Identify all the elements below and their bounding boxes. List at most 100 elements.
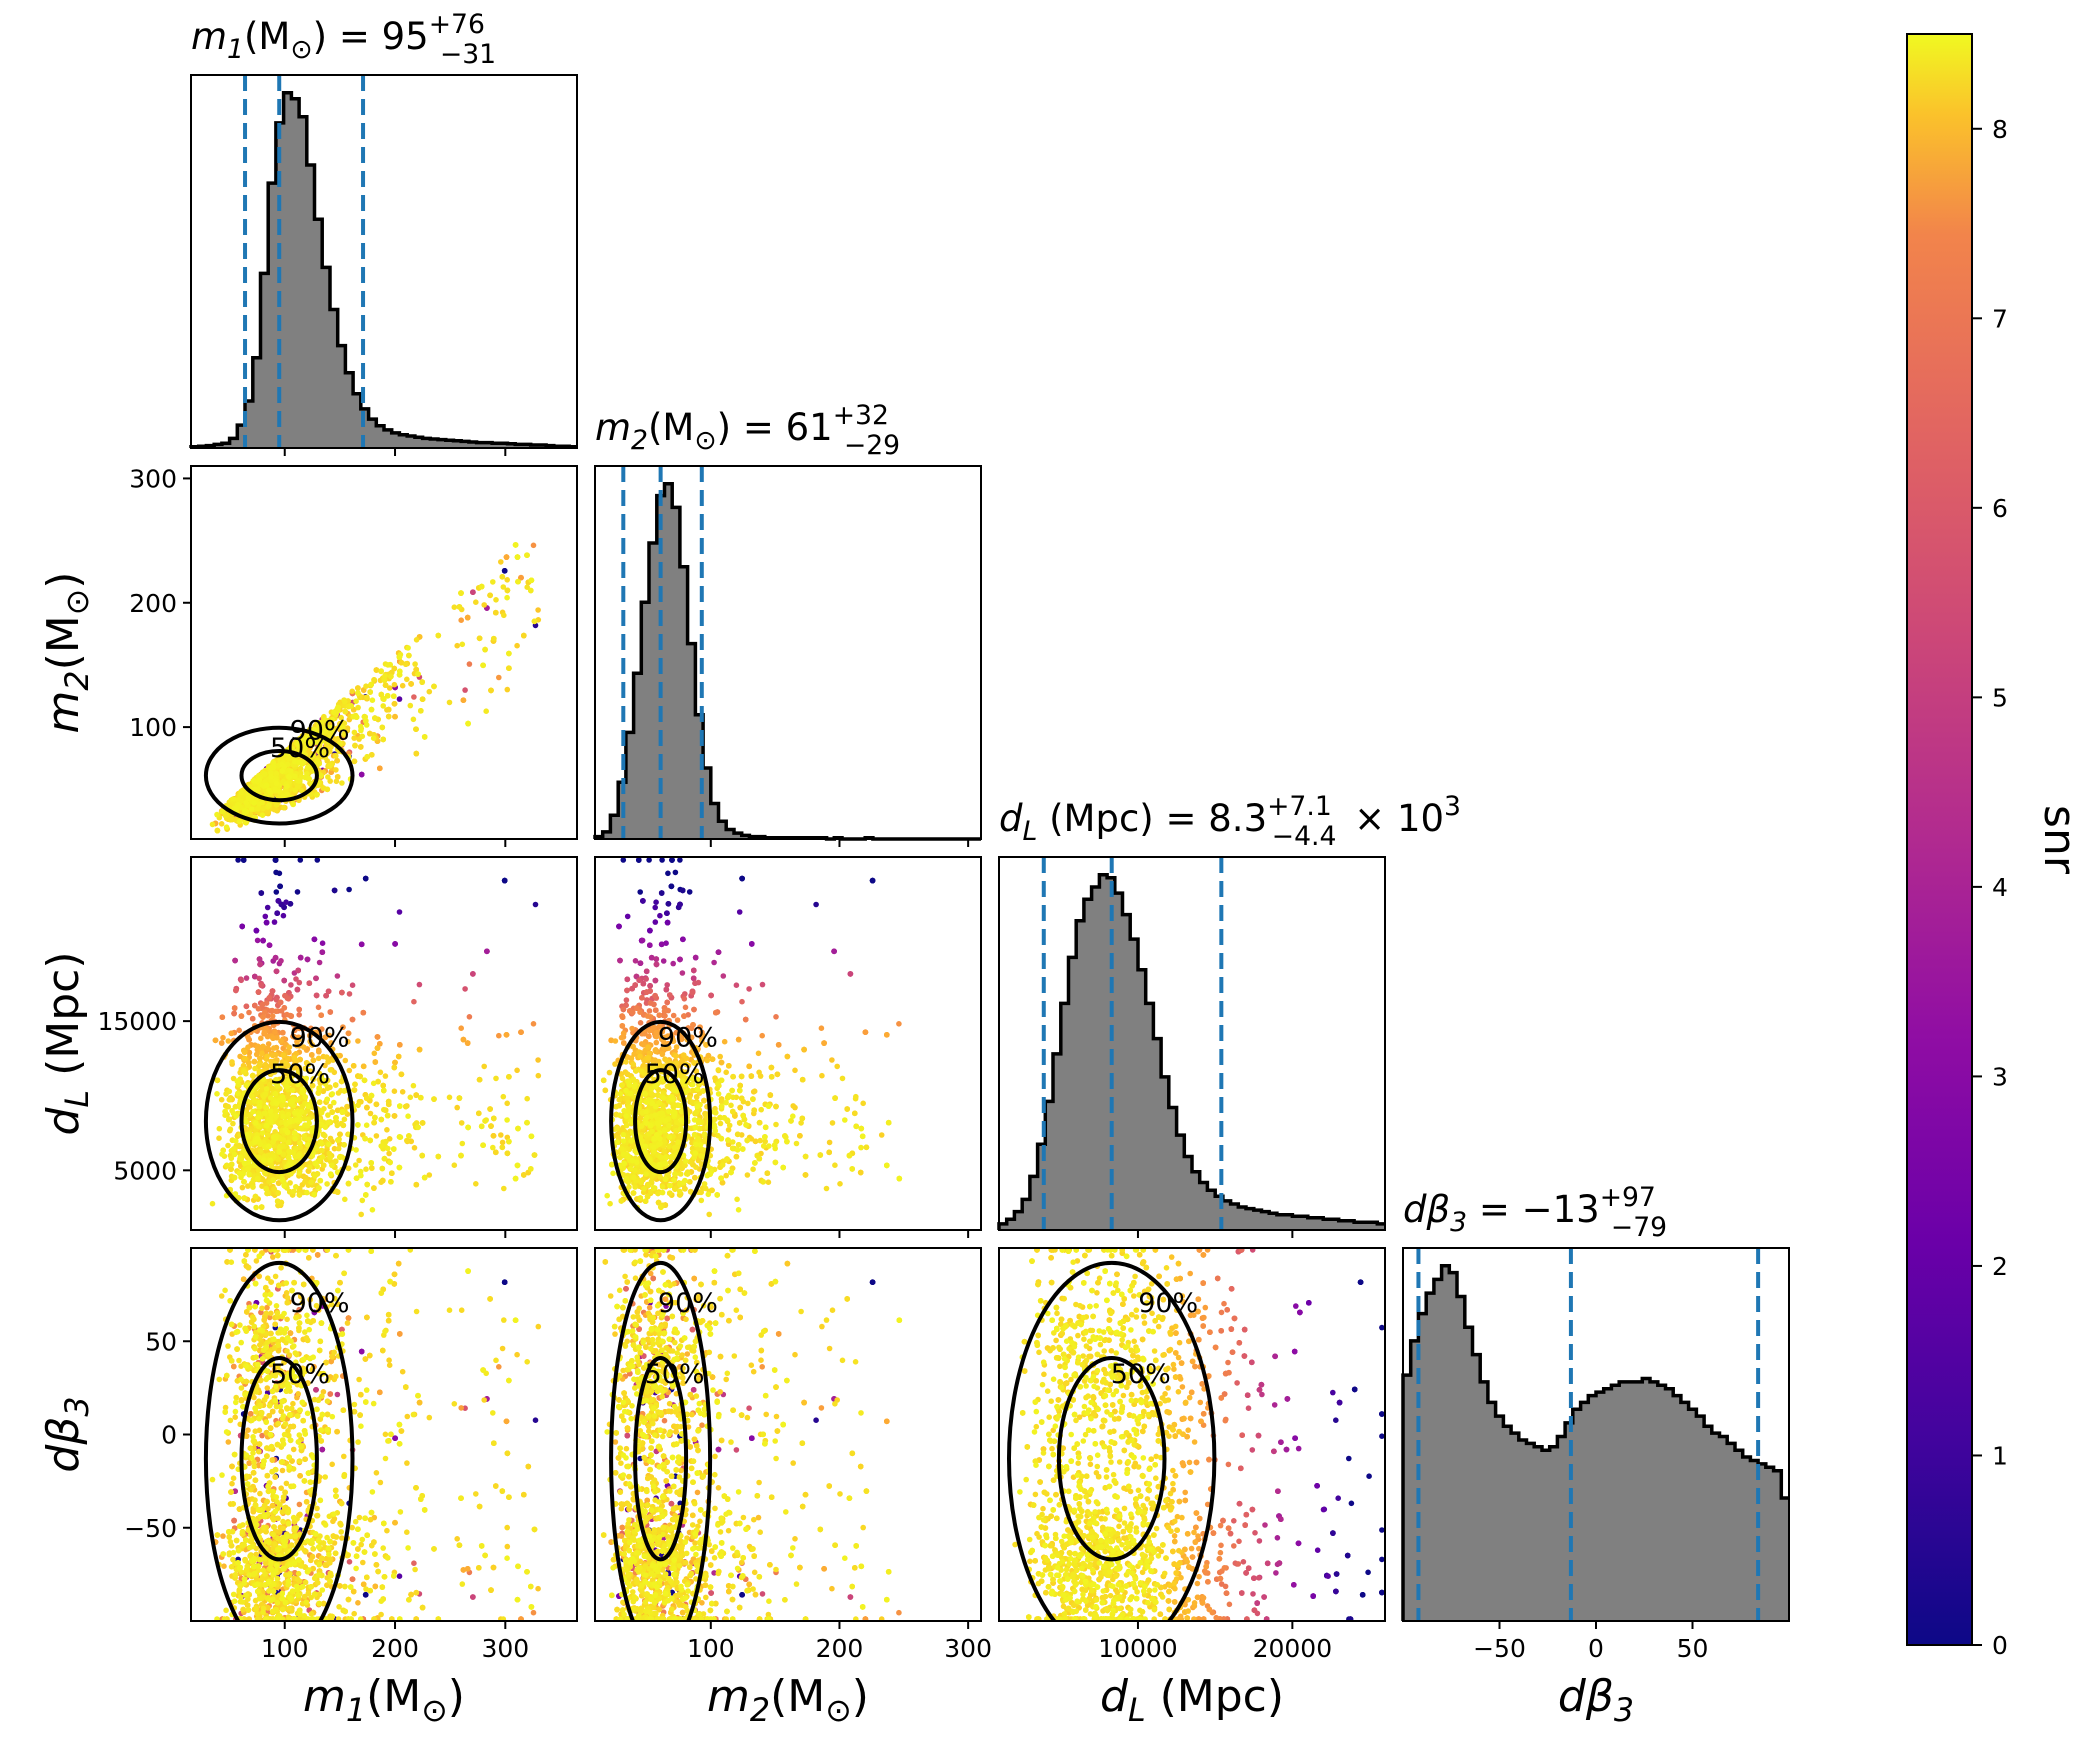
scatter-point: [386, 685, 393, 691]
scatter-point: [271, 1045, 277, 1051]
scatter-point: [530, 542, 537, 549]
panel-m2-vs-m2: [593, 465, 982, 847]
scatter-point: [334, 774, 341, 780]
scatter-point: [240, 857, 247, 863]
scatter-point: [339, 724, 346, 731]
scatter-point: [372, 1059, 379, 1065]
scatter-point: [358, 771, 365, 778]
scatter-point: [514, 642, 520, 649]
scatter-point: [411, 694, 417, 700]
scatter-point: [408, 681, 414, 687]
scatter-point: [518, 574, 524, 581]
scatter-point: [319, 940, 326, 946]
scatter-point: [524, 584, 530, 590]
scatter-point: [269, 1013, 276, 1019]
scatter-point: [464, 1040, 471, 1046]
scatter-point: [265, 802, 272, 809]
scatter-point: [298, 787, 305, 794]
scatter-point: [391, 681, 398, 688]
scatter-point: [294, 889, 301, 895]
scatter-point: [345, 1030, 352, 1037]
scatter-point: [362, 875, 369, 882]
scatter-point: [313, 992, 320, 999]
y-tick-label: 300: [129, 464, 177, 493]
scatter-point: [357, 723, 364, 730]
scatter-point: [470, 971, 476, 977]
scatter-point: [368, 681, 375, 688]
scatter-point: [228, 1030, 235, 1037]
scatter-point: [413, 637, 420, 643]
scatter-point: [257, 1055, 263, 1061]
histogram-fill-m1: [191, 92, 577, 449]
scatter-point: [431, 683, 437, 690]
scatter-point: [333, 767, 339, 773]
scatter-point: [397, 668, 403, 675]
scatter-point: [245, 795, 252, 802]
scatter-point: [296, 759, 302, 766]
scatter-point: [334, 973, 341, 979]
scatter-point: [270, 759, 277, 766]
scatter-point: [498, 559, 504, 565]
scatter-point: [337, 740, 343, 746]
scatter-point: [272, 1029, 278, 1035]
scatter-point: [262, 1009, 268, 1015]
scatter-point: [265, 1041, 272, 1047]
scatter-point: [236, 818, 243, 825]
scatter-point: [315, 1004, 322, 1011]
scatter-point: [287, 1012, 294, 1019]
scatter-point: [280, 793, 287, 799]
scatter-point: [280, 912, 287, 919]
scatter-point: [416, 981, 423, 988]
scatter-point: [484, 948, 490, 955]
scatter-point: [355, 690, 361, 696]
scatter-point: [504, 686, 511, 693]
scatter-point: [281, 1005, 288, 1011]
scatter-point: [236, 1027, 242, 1034]
scatter-point: [259, 1001, 266, 1008]
scatter-point: [397, 1042, 403, 1048]
scatter-point: [501, 612, 507, 619]
scatter-point: [528, 577, 535, 584]
scatter-point: [466, 661, 473, 667]
scatter-point: [328, 744, 334, 750]
y-tick-label: 200: [129, 589, 177, 618]
scatter-point: [309, 1042, 315, 1048]
scatter-point: [419, 696, 426, 702]
scatter-point: [313, 792, 320, 798]
scatter-point: [491, 635, 497, 642]
scatter-point: [346, 991, 353, 997]
scatter-point: [459, 641, 466, 648]
scatter-point: [251, 800, 257, 806]
scatter-point: [381, 677, 388, 683]
scatter-point: [317, 749, 324, 755]
scatter-point: [532, 901, 539, 908]
scatter-point: [243, 975, 250, 981]
scatter-point: [271, 919, 278, 925]
scatter-point: [483, 708, 490, 714]
scatter-point: [259, 812, 266, 818]
scatter-point: [410, 716, 417, 723]
scatter-point: [411, 998, 417, 1005]
scatter-point: [363, 683, 369, 689]
scatter-point: [285, 996, 292, 1002]
scatter-point: [470, 589, 476, 595]
scatter-point: [435, 632, 442, 639]
scatter-point: [266, 942, 273, 948]
scatter-point: [291, 1034, 298, 1040]
scatter-point: [235, 801, 241, 808]
scatter-point: [374, 1034, 381, 1040]
scatter-point: [254, 937, 261, 944]
scatter-point: [518, 1029, 524, 1035]
scatter-point: [369, 752, 375, 758]
scatter-point: [218, 1040, 225, 1046]
scatter-point: [314, 857, 321, 863]
scatter-point: [378, 691, 385, 698]
scatter-point: [241, 808, 248, 814]
scatter-point: [456, 604, 463, 610]
scatter-point: [256, 777, 263, 783]
scatter-point: [392, 713, 398, 720]
scatter-point: [396, 654, 403, 660]
scatter-point: [260, 1014, 266, 1020]
scatter-point: [361, 713, 368, 720]
scatter-point: [346, 886, 352, 893]
